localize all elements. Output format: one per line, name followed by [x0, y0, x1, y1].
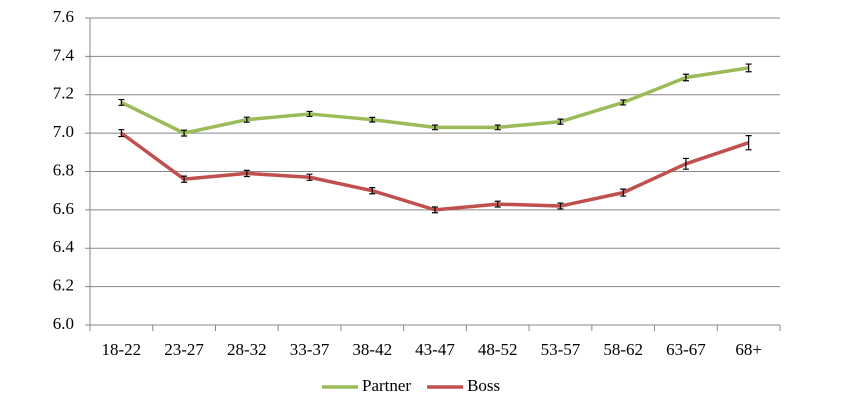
x-tick-label: 38-42: [352, 340, 392, 359]
error-bar: [494, 124, 501, 131]
y-tick-label: 7.6: [53, 7, 74, 26]
x-tick-label: 23-27: [164, 340, 204, 359]
legend-label: Partner: [362, 376, 411, 395]
y-tick-label: 7.4: [53, 45, 75, 64]
error-bar: [243, 169, 250, 178]
y-tick-label: 6.8: [53, 160, 74, 179]
error-bar: [432, 206, 438, 214]
error-bar: [682, 73, 689, 82]
x-tick-label: 33-37: [290, 340, 330, 359]
error-bar: [243, 116, 250, 123]
x-tick-label: 18-22: [102, 340, 142, 359]
error-bar: [118, 129, 125, 138]
error-bar: [557, 118, 564, 125]
error-bar: [306, 173, 313, 181]
error-bar: [494, 200, 501, 208]
error-bar: [369, 116, 376, 123]
error-bar: [118, 98, 125, 106]
x-tick-label: 53-57: [541, 340, 581, 359]
series-line: [120, 66, 749, 135]
y-tick-label: 6.2: [53, 276, 74, 295]
error-bar: [620, 188, 627, 197]
x-tick-label: 43-47: [415, 340, 455, 359]
y-tick-label: 6.4: [53, 237, 75, 256]
x-tick-label: 28-32: [227, 340, 267, 359]
error-bar: [181, 175, 188, 183]
error-bar: [369, 187, 376, 195]
y-tick-label: 6.0: [53, 314, 74, 333]
x-tick-label: 68+: [735, 340, 762, 359]
x-tick-label: 63-67: [666, 340, 706, 359]
legend-label: Boss: [467, 376, 500, 395]
y-tick-label: 7.0: [53, 122, 74, 141]
error-bar: [620, 99, 627, 106]
error-bar: [557, 202, 564, 210]
error-bar: [745, 63, 752, 73]
error-bar: [181, 129, 188, 137]
x-tick-label: 58-62: [603, 340, 643, 359]
x-tick-label: 48-52: [478, 340, 518, 359]
y-tick-label: 7.2: [53, 84, 74, 103]
error-bar: [432, 124, 438, 131]
y-tick-label: 6.6: [53, 199, 74, 218]
error-bar: [682, 157, 689, 170]
error-bar: [306, 110, 313, 118]
error-bar: [745, 135, 752, 151]
